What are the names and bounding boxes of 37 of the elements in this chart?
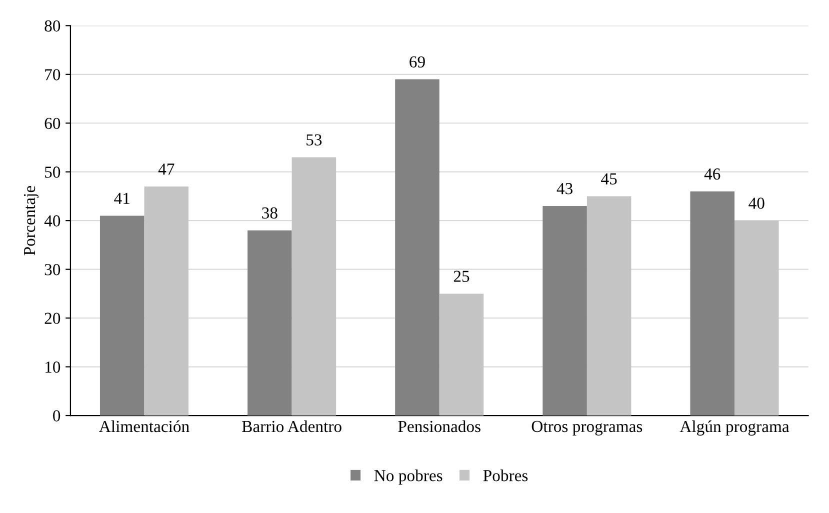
y-tick-label: 30 [44,264,60,276]
y-tick-label: 70 [45,69,60,80]
x-tick-label: Pensionados [398,420,480,432]
x-tick-label: Alimentación [99,420,190,432]
bar [586,196,632,416]
data-label: 53 [306,134,322,146]
bar [542,206,587,416]
bar [144,186,189,416]
bar [690,191,734,416]
data-label: 40 [748,198,764,209]
data-label: 25 [454,270,470,282]
data-label: 47 [158,164,174,175]
legend-label: No pobres [374,470,442,485]
x-tick-label: Barrio Adentro [242,420,342,432]
legend-label: Pobres [483,470,528,482]
x-tick-label: Algún programa [680,420,790,436]
x-tick-label: Otros programas [532,420,642,436]
y-tick-label: 50 [45,166,60,178]
bar [248,230,292,416]
bar [395,79,440,416]
bar [439,294,484,416]
data-label: 43 [556,183,572,194]
data-label: 69 [410,56,425,68]
y-tick-label: 80 [44,20,60,32]
y-tick-label: 40 [44,215,60,227]
data-label: 38 [262,207,278,219]
data-label: 41 [114,192,130,204]
data-label: 46 [704,168,720,180]
y-tick-label: 10 [46,361,60,373]
bar [100,216,144,416]
data-label: 45 [601,173,617,185]
bar [292,157,336,416]
y-tick-label: 60 [44,118,60,130]
y-tick-label: 20 [44,312,60,324]
y-tick-label: 0 [53,410,60,422]
bar [734,220,779,416]
y-axis-title: Porcentaje [24,186,39,256]
